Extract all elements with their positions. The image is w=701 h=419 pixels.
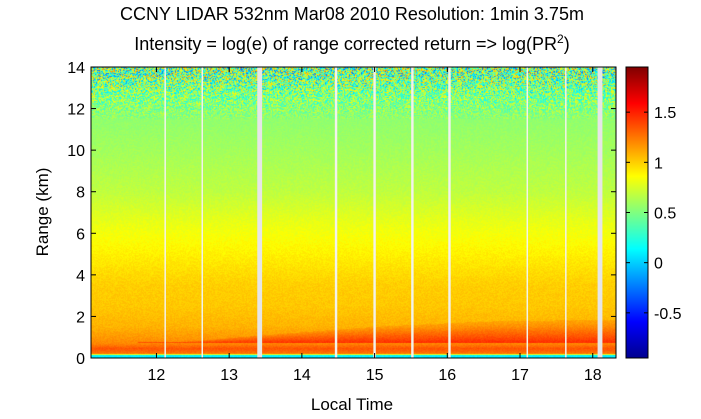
data-gap-stripe (411, 67, 414, 358)
colorbar-tick-label: 1 (654, 155, 663, 172)
y-axis-label: Range (km) (33, 168, 52, 257)
plot-frame (90, 66, 617, 359)
x-tick-label: 17 (511, 367, 529, 384)
y-tick-label: 12 (67, 102, 85, 119)
y-tick-label: 4 (76, 268, 85, 285)
y-tick-label: 8 (76, 185, 85, 202)
colorbar: -0.5 0 0.5 1 1.5 (625, 66, 682, 359)
x-axis-label: Local Time (311, 395, 393, 414)
heatmap-image (91, 67, 616, 358)
data-gap-stripe (373, 67, 376, 358)
chart-title: CCNY LIDAR 532nm Mar08 2010 Resolution: … (120, 4, 584, 24)
data-gap-stripe (526, 67, 529, 358)
y-tick-label: 14 (67, 60, 85, 77)
data-gaps (164, 67, 603, 358)
colorbar-tick-label: 1.5 (654, 105, 676, 122)
y-tick-label: 10 (67, 143, 85, 160)
x-tick-label: 18 (584, 367, 602, 384)
colorbar-tick-label: 0 (654, 256, 663, 273)
y-tick-label: 2 (76, 309, 85, 326)
plot-area (90, 66, 617, 359)
y-tick-label: 0 (76, 351, 85, 368)
colorbar-tick-label: -0.5 (654, 306, 682, 323)
data-gap-stripe (164, 67, 166, 358)
y-axis: 0 2 4 6 8 10 12 14 (67, 60, 616, 368)
x-axis: 12 13 14 15 16 17 18 (148, 67, 602, 384)
x-tick-label: 14 (293, 367, 311, 384)
data-gap-stripe (597, 67, 603, 358)
data-gap-stripe (565, 67, 567, 358)
data-gap-stripe (448, 67, 451, 358)
chart-subtitle: Intensity = log(e) of range corrected re… (134, 32, 569, 54)
colorbar-ticks: -0.5 0 0.5 1 1.5 (626, 105, 682, 323)
data-gap-stripe (334, 67, 338, 358)
x-tick-label: 13 (220, 367, 238, 384)
data-gap-stripe (257, 67, 263, 358)
colorbar-tick-label: 0.5 (654, 206, 676, 223)
x-tick-label: 15 (366, 367, 384, 384)
data-gap-stripe (201, 67, 204, 358)
x-tick-label: 12 (148, 367, 166, 384)
x-tick-label: 16 (438, 367, 456, 384)
y-tick-label: 6 (76, 226, 85, 243)
